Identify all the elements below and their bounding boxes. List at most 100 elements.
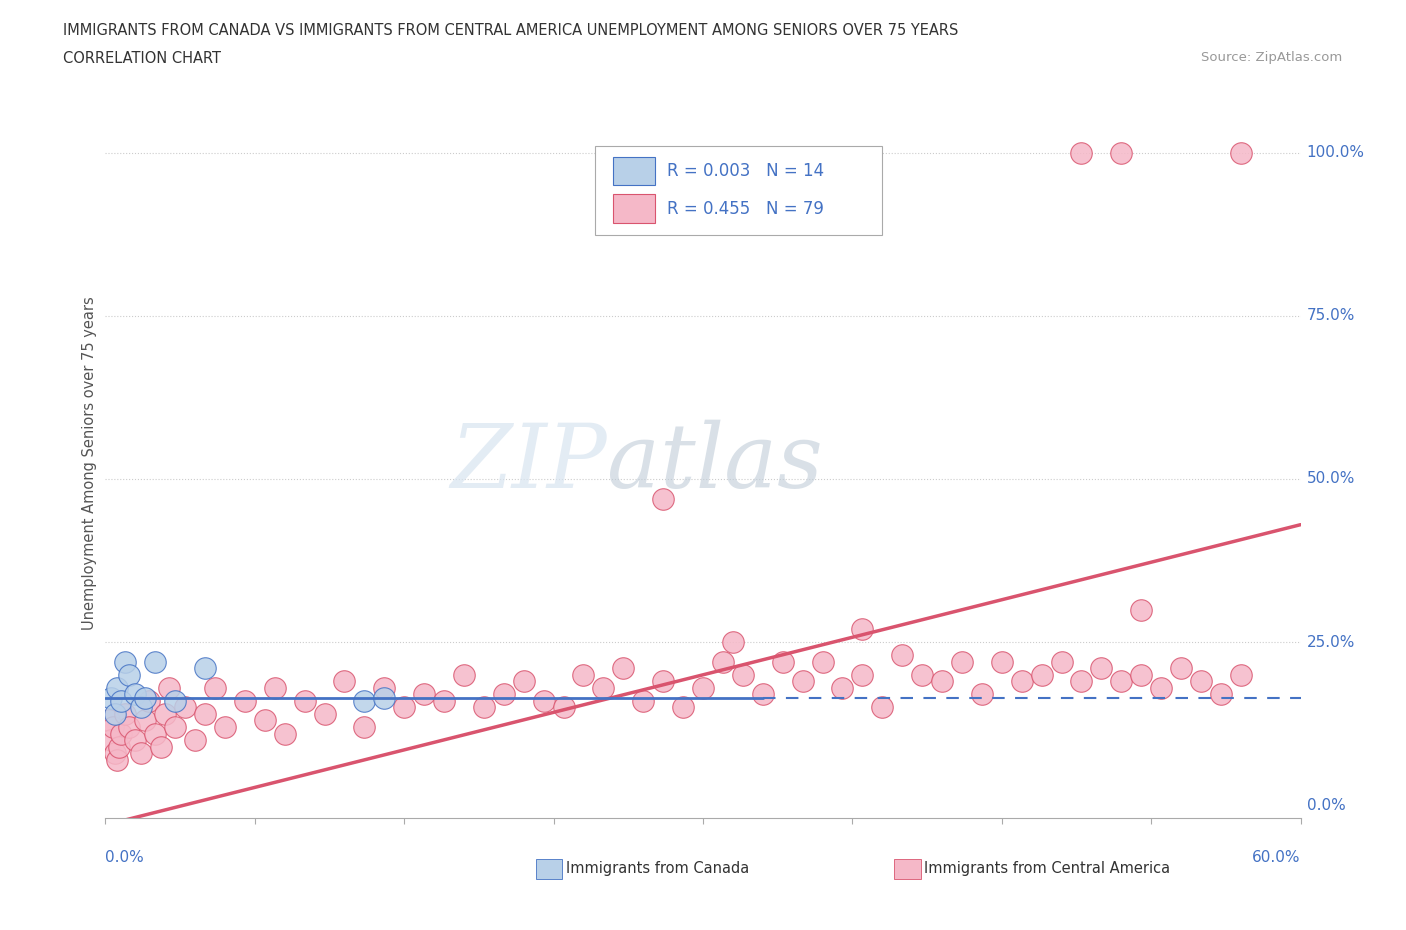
Text: 25.0%: 25.0%	[1306, 634, 1355, 650]
Point	[233, 694, 256, 709]
Point	[114, 655, 136, 670]
Text: 50.0%: 50.0%	[1306, 472, 1355, 486]
Point	[108, 739, 131, 754]
Point	[872, 700, 894, 715]
Point	[153, 707, 177, 722]
Point	[990, 655, 1012, 670]
Point	[110, 694, 132, 709]
Point	[194, 661, 217, 676]
Point	[129, 700, 153, 715]
Text: CORRELATION CHART: CORRELATION CHART	[63, 51, 221, 66]
Point	[373, 681, 395, 696]
Text: 0.0%: 0.0%	[1306, 798, 1346, 813]
Point	[124, 687, 146, 702]
Point	[1150, 681, 1173, 696]
Text: 75.0%: 75.0%	[1306, 309, 1355, 324]
Point	[1189, 674, 1212, 689]
Point	[294, 694, 316, 709]
Y-axis label: Unemployment Among Seniors over 75 years: Unemployment Among Seniors over 75 years	[82, 296, 97, 630]
Point	[253, 713, 276, 728]
Point	[1070, 145, 1092, 160]
Text: Immigrants from Central America: Immigrants from Central America	[924, 861, 1170, 876]
Point	[711, 655, 734, 670]
Point	[692, 681, 714, 696]
Point	[204, 681, 226, 696]
Point	[652, 491, 675, 506]
Point	[184, 733, 207, 748]
FancyBboxPatch shape	[596, 146, 883, 235]
Point	[1229, 668, 1253, 683]
Point	[273, 726, 295, 741]
Text: R = 0.003   N = 14: R = 0.003 N = 14	[666, 162, 824, 180]
Point	[612, 661, 634, 676]
Point	[157, 681, 180, 696]
FancyBboxPatch shape	[613, 157, 655, 185]
Point	[721, 635, 744, 650]
Point	[98, 713, 121, 728]
Point	[129, 746, 153, 761]
Point	[118, 668, 141, 683]
Point	[1031, 668, 1053, 683]
Point	[413, 687, 436, 702]
Point	[1111, 674, 1133, 689]
Point	[143, 726, 166, 741]
Point	[453, 668, 475, 683]
FancyBboxPatch shape	[536, 859, 562, 879]
Text: IMMIGRANTS FROM CANADA VS IMMIGRANTS FROM CENTRAL AMERICA UNEMPLOYMENT AMONG SEN: IMMIGRANTS FROM CANADA VS IMMIGRANTS FRO…	[63, 23, 959, 38]
Point	[165, 720, 187, 735]
Point	[333, 674, 356, 689]
Point	[373, 690, 395, 705]
Point	[104, 746, 127, 761]
Point	[970, 687, 993, 702]
Point	[672, 700, 695, 715]
Point	[472, 700, 495, 715]
Point	[165, 694, 187, 709]
Point	[100, 690, 122, 705]
Point	[513, 674, 536, 689]
Text: ZIP: ZIP	[451, 419, 607, 506]
Point	[194, 707, 217, 722]
Point	[931, 674, 953, 689]
Point	[214, 720, 236, 735]
Point	[143, 655, 166, 670]
Point	[110, 726, 132, 741]
Text: 100.0%: 100.0%	[1306, 145, 1365, 160]
Point	[134, 713, 156, 728]
Point	[433, 694, 456, 709]
Point	[1090, 661, 1112, 676]
Point	[652, 674, 675, 689]
Point	[100, 733, 122, 748]
Point	[633, 694, 655, 709]
Point	[107, 681, 129, 696]
Point	[572, 668, 595, 683]
Point	[492, 687, 515, 702]
Point	[118, 720, 141, 735]
Point	[751, 687, 773, 702]
Point	[1170, 661, 1192, 676]
Point	[1050, 655, 1073, 670]
Point	[891, 648, 914, 663]
Point	[911, 668, 934, 683]
Text: Source: ZipAtlas.com: Source: ZipAtlas.com	[1202, 51, 1343, 64]
Point	[851, 668, 873, 683]
Point	[174, 700, 197, 715]
Point	[792, 674, 814, 689]
Text: Immigrants from Canada: Immigrants from Canada	[565, 861, 749, 876]
Point	[124, 733, 146, 748]
FancyBboxPatch shape	[894, 859, 921, 879]
Text: atlas: atlas	[607, 419, 823, 506]
Point	[314, 707, 336, 722]
Point	[134, 690, 156, 705]
Point	[1209, 687, 1232, 702]
Point	[1130, 602, 1153, 617]
Point	[1229, 145, 1253, 160]
Point	[353, 720, 375, 735]
Point	[392, 700, 416, 715]
Point	[150, 739, 173, 754]
Point	[811, 655, 834, 670]
Point	[553, 700, 575, 715]
Point	[950, 655, 973, 670]
Text: R = 0.455   N = 79: R = 0.455 N = 79	[666, 200, 824, 218]
Point	[103, 720, 125, 735]
Point	[138, 694, 160, 709]
